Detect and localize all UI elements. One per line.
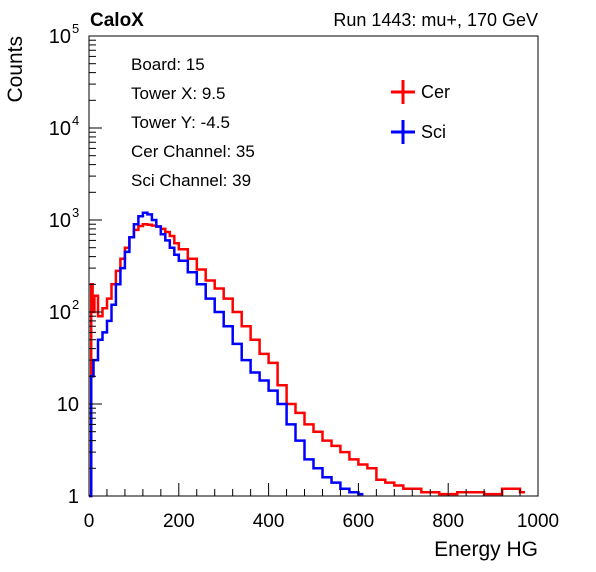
x-tick-label: 1000 [517,511,559,532]
y-axis-label: Counts [4,36,27,103]
x-axis-label: Energy HG [434,538,538,561]
series-layer [89,211,525,498]
info-tower-y: Tower Y: -4.5 [131,113,230,132]
plot-frame [88,35,539,497]
x-tick-label: 200 [163,511,195,532]
info-box: Board: 15 Tower X: 9.5 Tower Y: -4.5 Cer… [131,55,255,190]
header-right-label: Run 1443: mu+, 170 GeV [333,10,538,30]
x-tick-label: 400 [253,511,285,532]
header-left-label: CaloX [90,10,144,31]
info-tower-x: Tower X: 9.5 [131,84,226,103]
y-tick-exponent: 5 [72,21,79,36]
series-line-sci [89,211,364,498]
x-tick-label: 0 [84,511,95,532]
y-tick-exponent: 3 [72,205,79,220]
info-sci-channel: Sci Channel: 39 [131,171,251,190]
y-tick-label: 10 [49,26,71,48]
legend-marker-sci [391,120,415,144]
y-tick-label: 10 [49,210,71,232]
x-tick-label: 800 [432,511,464,532]
y-tick-label: 1 [68,486,79,508]
y-tick-label: 10 [57,394,79,416]
series-line-cer [89,222,525,498]
y-tick-label: 10 [49,118,71,140]
y-tick-label: 10 [49,302,71,324]
info-cer-channel: Cer Channel: 35 [131,142,255,161]
x-tick-label: 600 [343,511,375,532]
info-board: Board: 15 [131,55,205,74]
y-tick-exponent: 2 [72,297,79,312]
legend: Cer Sci [391,80,450,144]
legend-label-sci: Sci [421,122,446,142]
legend-label-cer: Cer [421,82,450,102]
legend-marker-cer [391,80,415,104]
y-tick-exponent: 4 [72,113,79,128]
